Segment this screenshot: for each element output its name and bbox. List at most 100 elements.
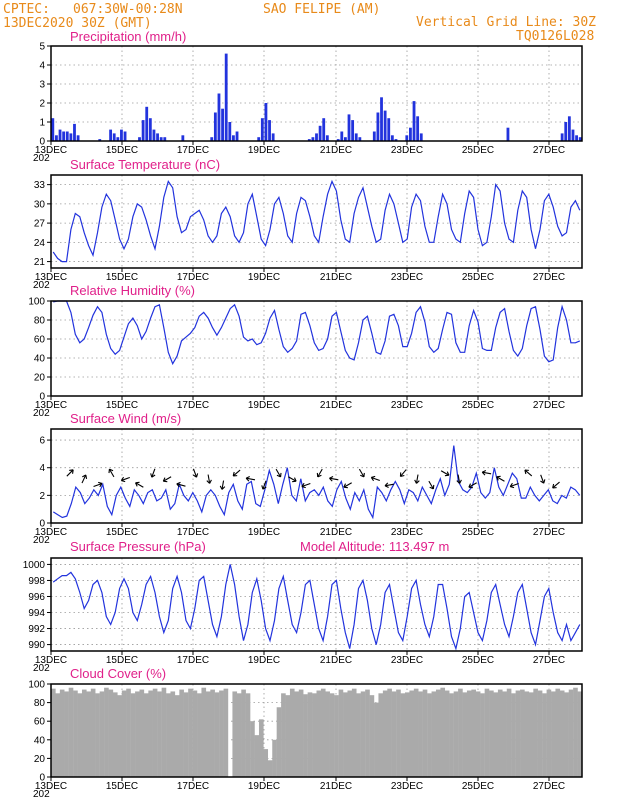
- cloud-bar: [276, 707, 282, 777]
- x-tick-label: 13DEC: [35, 400, 67, 411]
- cloud-bar: [245, 693, 251, 777]
- wind-arrow-head: [384, 482, 389, 489]
- cloud-bar: [325, 691, 330, 777]
- precip-bar: [51, 118, 55, 141]
- precip-bar: [560, 133, 564, 141]
- x-tick-label: 25DEC: [462, 527, 494, 538]
- wind-arrow-head: [496, 475, 501, 481]
- cloud-bar: [378, 693, 384, 777]
- panel-wind: Surface Wind (m/s) 0 2 4 6 13DEC 15DEC 17DEC 19D…: [33, 411, 583, 546]
- cloud-bar: [320, 688, 326, 777]
- precip-bar: [383, 110, 387, 141]
- x-tick-label: 13DEC: [35, 655, 67, 666]
- wind-line: [52, 445, 581, 520]
- y-tick-label: 2: [39, 99, 45, 110]
- cloud-bar: [298, 689, 304, 777]
- cloud-bar: [334, 695, 339, 777]
- x-tick-label: 25DEC: [462, 400, 494, 411]
- precip-bar: [141, 120, 145, 141]
- header-coords: 067:30W-00:28N: [73, 2, 183, 17]
- cloud-bar: [197, 693, 202, 777]
- cloud-bar: [174, 695, 180, 777]
- precip-bar: [419, 133, 423, 141]
- x-tick-label: 21DEC: [320, 527, 352, 538]
- cloud-bar: [73, 690, 78, 777]
- cloud-bar: [343, 692, 348, 777]
- panel-subtitle-press: Model Altitude: 113.497 m: [300, 539, 449, 554]
- precip-bar: [120, 129, 123, 141]
- cloud-bar: [289, 688, 295, 777]
- wind-arrow: [232, 469, 241, 477]
- precip-bar: [343, 137, 347, 141]
- precip-bar: [58, 129, 62, 141]
- x-tick-label: 21DEC: [320, 400, 352, 411]
- wind-arrow-head: [69, 469, 74, 474]
- cloud-bar: [86, 691, 92, 777]
- precip-bar: [322, 118, 326, 141]
- precip-bar: [112, 133, 116, 141]
- cloud-bar: [166, 693, 171, 777]
- temp-line: [52, 179, 581, 263]
- precip-bar: [213, 112, 217, 141]
- wind-arrow: [135, 482, 144, 488]
- y-tick-label: 60: [34, 335, 46, 346]
- precip-bar: [69, 133, 73, 141]
- cloud-bar: [382, 690, 388, 777]
- cloud-bar: [126, 688, 131, 777]
- y-tick-label: 100: [28, 297, 45, 308]
- precip-bar: [163, 137, 167, 141]
- wind-arrow-head: [524, 469, 529, 475]
- precip-bar: [221, 108, 224, 141]
- cloud-bar: [161, 687, 167, 777]
- precip-bar: [409, 127, 412, 141]
- precip-bar: [264, 103, 268, 141]
- wind-arrow: [428, 480, 434, 490]
- cloud-bar: [528, 692, 534, 777]
- precip-bar: [416, 116, 420, 141]
- cloud-bar: [542, 693, 547, 777]
- y-tick-label: 0: [39, 137, 45, 148]
- x-tick-label: 17DEC: [177, 145, 209, 156]
- precip-bar: [394, 139, 398, 141]
- cloud-bar: [64, 691, 69, 777]
- cloud-bar: [387, 688, 392, 777]
- cloud-bar: [179, 689, 184, 777]
- precip-bar: [109, 129, 113, 141]
- x-tick-label: 25DEC: [462, 781, 494, 792]
- x-tick-label: 21DEC: [320, 145, 352, 156]
- y-tick-label: 1000: [23, 560, 46, 571]
- precip-bar: [567, 116, 571, 141]
- precip-bar: [73, 123, 76, 141]
- cloud-bar: [263, 749, 269, 777]
- wind-arrow-head: [276, 472, 282, 478]
- x-tick-label: 17DEC: [177, 400, 209, 411]
- x-tick-label: 27DEC: [533, 145, 565, 156]
- x-tick-label: 21DEC: [320, 655, 352, 666]
- x-tick-label: 19DEC: [248, 145, 280, 156]
- cloud-bar: [449, 693, 454, 777]
- x-tick-label: 27DEC: [533, 272, 565, 283]
- wind-arrow-head: [120, 476, 126, 483]
- cloud-bar: [524, 691, 530, 777]
- precip-bar: [116, 137, 120, 141]
- wind-arrow: [482, 471, 492, 475]
- cloud-bar: [139, 689, 145, 777]
- cloud-bar: [77, 693, 83, 777]
- precip-bar: [257, 137, 261, 141]
- rh-line: [53, 300, 581, 366]
- y-tick-label: 20: [34, 373, 46, 384]
- wind-arrow-head: [316, 472, 322, 478]
- wind-arrow: [221, 480, 225, 490]
- panel-rh: Relative Humidity (%) 0 20 40 60 80 100 13DEC 15…: [28, 283, 583, 419]
- cloud-bar: [497, 689, 503, 777]
- x-tick-label: 15DEC: [106, 145, 138, 156]
- cloud-bar: [520, 689, 525, 777]
- wind-arrow: [262, 480, 267, 490]
- cloud-bar: [108, 689, 114, 777]
- wind-arrow-head: [329, 475, 334, 482]
- cloud-bar: [99, 691, 105, 777]
- x-tick-label: 15DEC: [106, 655, 138, 666]
- precip-bar: [268, 120, 271, 141]
- header-station: SAO FELIPE (AM): [263, 2, 380, 17]
- cloud-bar: [559, 690, 565, 777]
